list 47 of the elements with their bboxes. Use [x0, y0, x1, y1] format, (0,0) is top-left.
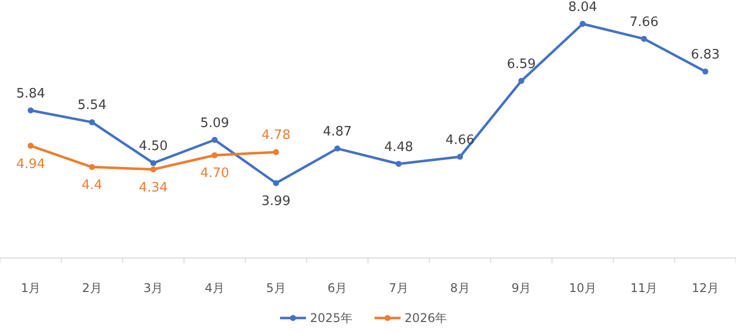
data-label: 4.34 — [138, 180, 168, 196]
data-label: 5.09 — [200, 116, 230, 131]
legend-label: 2025年 — [310, 311, 353, 325]
point — [150, 160, 156, 166]
point — [28, 142, 34, 149]
x-tick-label: 6月 — [328, 281, 348, 295]
point — [212, 152, 218, 158]
x-tick-label: 7月 — [388, 281, 408, 295]
data-label: 5.84 — [16, 86, 46, 102]
point — [334, 146, 340, 152]
x-tick-label: 3月 — [144, 281, 164, 295]
x-tick-label: 10月 — [569, 281, 596, 295]
x-tick-label: 4月 — [204, 281, 224, 295]
data-label: 5.54 — [78, 98, 106, 114]
point — [641, 36, 647, 42]
point — [89, 119, 95, 126]
point — [28, 107, 34, 114]
point — [89, 164, 95, 170]
data-label: 8.04 — [568, 0, 598, 15]
legend-label: 2026年 — [404, 311, 448, 325]
x-tick-label: 1月 — [20, 281, 40, 295]
data-label: 6.83 — [690, 47, 720, 62]
data-label: 4.4 — [82, 178, 102, 194]
x-tick-label: 8月 — [450, 281, 470, 295]
x-tick-label: 9月 — [512, 281, 532, 295]
point — [580, 20, 586, 27]
x-tick-label: 5月 — [266, 281, 286, 295]
data-label: 6.59 — [506, 56, 536, 72]
data-label: 3.99 — [262, 194, 290, 210]
point — [273, 180, 279, 186]
x-tick-label: 11月 — [630, 281, 658, 295]
data-label: 7.66 — [630, 14, 658, 30]
point — [273, 149, 279, 156]
point — [396, 160, 402, 167]
data-label: 4.87 — [322, 124, 352, 140]
point — [457, 154, 463, 160]
data-label: 4.70 — [200, 166, 230, 182]
x-tick-label: 2月 — [82, 281, 102, 295]
point — [212, 136, 218, 143]
data-label: 4.78 — [262, 128, 290, 144]
data-label: 4.50 — [138, 139, 168, 154]
data-label: 4.48 — [384, 140, 414, 155]
x-tick-label: 12月 — [692, 281, 719, 295]
point — [702, 68, 708, 74]
data-label: 4.94 — [16, 156, 46, 172]
point — [518, 78, 524, 84]
point — [150, 166, 156, 172]
